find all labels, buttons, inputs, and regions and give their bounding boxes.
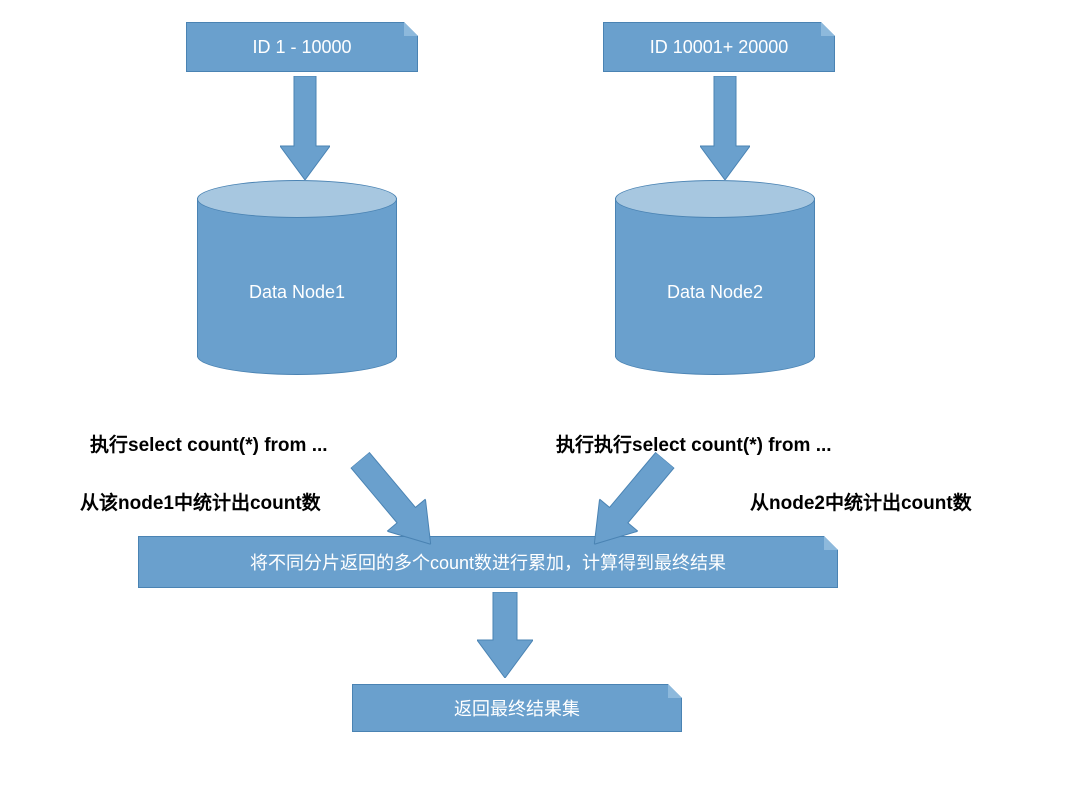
cylinder-node2-lid xyxy=(615,180,815,218)
id-box-left-notch xyxy=(404,22,418,36)
label-exec-left: 执行select count(*) from ... xyxy=(90,430,328,457)
final-box-label: 返回最终结果集 xyxy=(454,695,580,721)
cylinder-node1-body: Data Node1 xyxy=(197,198,397,357)
merge-box: 将不同分片返回的多个count数进行累加，计算得到最终结果 xyxy=(138,536,838,588)
cylinder-node1: Data Node1 xyxy=(197,180,397,375)
id-box-right-label: ID 10001+ 20000 xyxy=(650,37,789,58)
arrow-down-left-top xyxy=(280,76,330,180)
id-box-right: ID 10001+ 20000 xyxy=(603,22,835,72)
final-box-notch xyxy=(668,684,682,698)
cylinder-node1-lid xyxy=(197,180,397,218)
label-exec-right: 执行执行select count(*) from ... xyxy=(556,430,832,457)
arrow-down-right-top xyxy=(700,76,750,180)
cylinder-node1-label: Data Node1 xyxy=(249,282,345,303)
id-box-right-body: ID 10001+ 20000 xyxy=(603,22,835,72)
id-box-right-notch xyxy=(821,22,835,36)
label-count-right: 从node2中统计出count数 xyxy=(750,488,972,515)
merge-box-body: 将不同分片返回的多个count数进行累加，计算得到最终结果 xyxy=(138,536,838,588)
final-box-body: 返回最终结果集 xyxy=(352,684,682,732)
cylinder-node2: Data Node2 xyxy=(615,180,815,375)
id-box-left: ID 1 - 10000 xyxy=(186,22,418,72)
arrow-down-mid xyxy=(477,592,533,678)
final-box: 返回最终结果集 xyxy=(352,684,682,732)
label-count-left: 从该node1中统计出count数 xyxy=(80,488,321,515)
cylinder-node2-body: Data Node2 xyxy=(615,198,815,357)
id-box-left-body: ID 1 - 10000 xyxy=(186,22,418,72)
cylinder-node2-label: Data Node2 xyxy=(667,282,763,303)
merge-box-notch xyxy=(824,536,838,550)
id-box-left-label: ID 1 - 10000 xyxy=(252,37,351,58)
merge-box-label: 将不同分片返回的多个count数进行累加，计算得到最终结果 xyxy=(250,549,726,575)
